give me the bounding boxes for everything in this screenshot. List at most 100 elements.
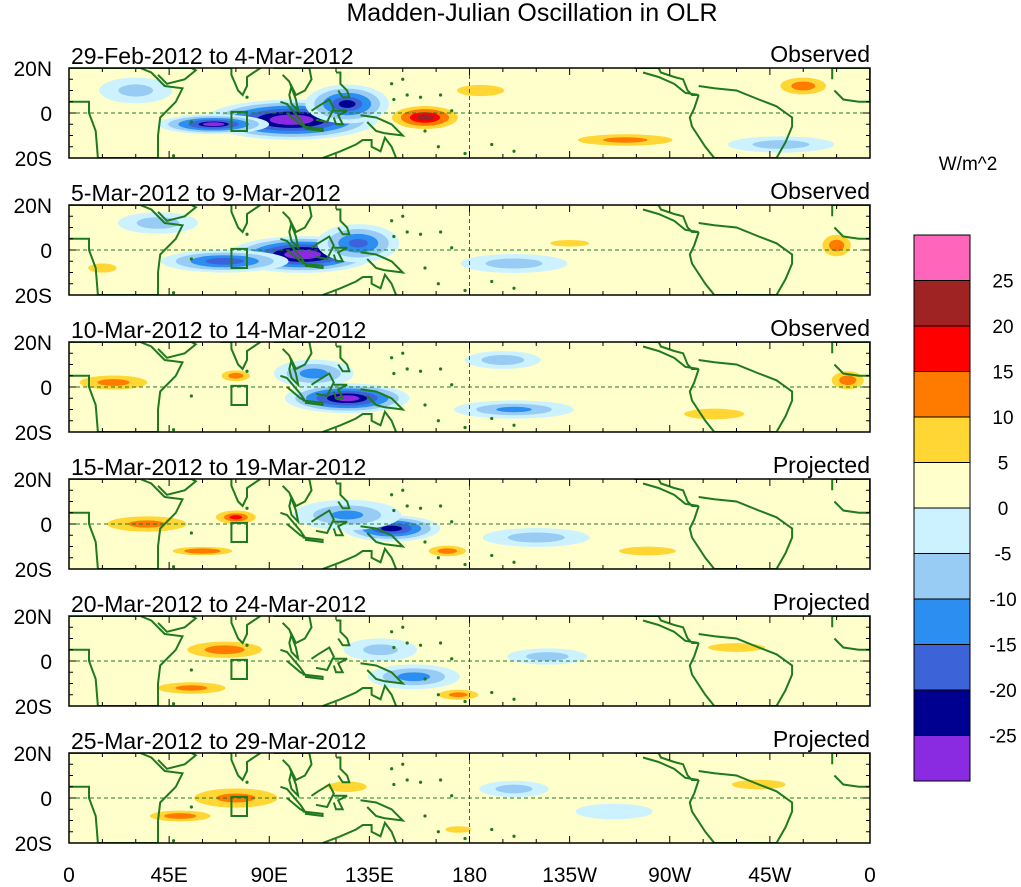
colorbar-label: -10: [989, 590, 1016, 611]
panel-ticks: [68, 341, 871, 433]
latitude-tick-label: 0: [40, 240, 52, 263]
island: [423, 677, 427, 681]
coastline: [69, 479, 185, 569]
index-region-box: [230, 658, 249, 680]
coastline: [280, 511, 308, 541]
panel-ticks: [68, 67, 871, 159]
coastline: [273, 479, 313, 525]
coastline: [220, 205, 261, 234]
island: [418, 643, 423, 647]
island: [463, 562, 467, 567]
longitude-tick-label: 45E: [150, 864, 187, 887]
latitude-tick-label: 20S: [15, 559, 52, 582]
island: [189, 394, 193, 398]
panel-date-range: 10-Mar-2012 to 14-Mar-2012: [71, 317, 366, 343]
island: [405, 778, 409, 782]
island: [418, 506, 423, 510]
coastlines: [69, 342, 870, 432]
coastline: [273, 753, 313, 799]
longitude-tick-label: 135E: [345, 864, 394, 887]
coastline: [688, 770, 794, 843]
anomaly-contour: [526, 652, 569, 661]
coastline: [220, 342, 261, 371]
island: [418, 95, 423, 99]
panel-date-range: 25-Mar-2012 to 29-Mar-2012: [71, 728, 366, 754]
island: [418, 780, 423, 784]
island: [423, 266, 427, 270]
longitude-tick-label: 45W: [748, 864, 791, 887]
island: [189, 120, 193, 124]
island: [392, 371, 396, 376]
coastline: [149, 753, 198, 770]
coastline: [310, 509, 335, 535]
index-region-box: [230, 795, 249, 817]
coastline: [688, 496, 794, 569]
colorbar-label: 0: [998, 499, 1009, 520]
latitude-tick-label: 0: [40, 788, 52, 811]
island: [450, 520, 454, 524]
panel-kind: Observed: [770, 315, 870, 341]
anomaly-contour: [495, 784, 533, 794]
coastlines: [69, 479, 870, 569]
colorbar-swatch: [913, 234, 971, 281]
coastline: [280, 648, 308, 678]
index-region-box: [230, 110, 249, 132]
island: [171, 428, 176, 432]
coastline: [149, 68, 198, 85]
coastline: [149, 205, 198, 222]
island: [512, 286, 516, 290]
coastline: [322, 546, 398, 569]
anomaly-contour: [550, 239, 590, 247]
colorbar-swatch: [913, 325, 971, 372]
coastline: [149, 616, 198, 633]
latitude-tick-label: 0: [40, 651, 52, 674]
index-region-box: [230, 521, 249, 543]
island: [189, 805, 193, 809]
island: [423, 403, 427, 407]
colorbar-label: -20: [989, 681, 1016, 702]
anomaly-contour: [708, 643, 765, 652]
island: [390, 82, 394, 86]
coastline: [332, 657, 348, 674]
coastline: [831, 479, 870, 514]
island: [418, 369, 423, 373]
coastline: [302, 399, 324, 407]
anomaly-contour: [120, 85, 152, 96]
map-panel: 5-Mar-2012 to 9-Mar-2012 Observed 20N 0 20S: [13, 178, 871, 308]
island: [490, 142, 494, 147]
anomaly-contour: [382, 525, 402, 532]
island: [512, 149, 516, 153]
coastlines: [69, 205, 870, 295]
colorbar-label: -5: [995, 545, 1012, 566]
latitude-tick-label: 20N: [13, 332, 52, 355]
olr-anomaly-field: [99, 73, 837, 153]
latitude-tick-label: 20S: [15, 833, 52, 856]
island: [450, 383, 454, 387]
anomaly-contour: [489, 356, 517, 364]
island: [392, 234, 396, 239]
island: [245, 369, 249, 373]
coastline: [831, 753, 870, 788]
colorbar-swatch: [913, 462, 971, 509]
island: [392, 508, 396, 513]
map-panel: 25-Mar-2012 to 29-Mar-2012 Projected 20N 0 2…: [13, 726, 871, 856]
anomaly-contour: [440, 549, 455, 553]
colorbar-units: W/m^2: [939, 154, 998, 175]
coastline: [220, 616, 261, 645]
colorbar-swatch: [913, 644, 971, 691]
coastline: [310, 98, 335, 124]
coastline: [688, 633, 794, 706]
island: [405, 641, 409, 645]
coastline: [831, 342, 870, 377]
longitude-tick-label: 90E: [251, 864, 288, 887]
anomaly-contour: [829, 239, 845, 252]
coastline: [302, 262, 324, 270]
island: [390, 219, 394, 223]
coastline: [220, 68, 261, 97]
longitude-tick-label: 180: [452, 864, 487, 887]
panel-kind: Observed: [770, 41, 870, 67]
map-panels: 29-Feb-2012 to 4-Mar-2012 Observed 20N 0 20S…: [13, 41, 871, 856]
coastline: [322, 135, 398, 158]
island: [401, 351, 405, 355]
latitude-tick-label: 20N: [13, 58, 52, 81]
